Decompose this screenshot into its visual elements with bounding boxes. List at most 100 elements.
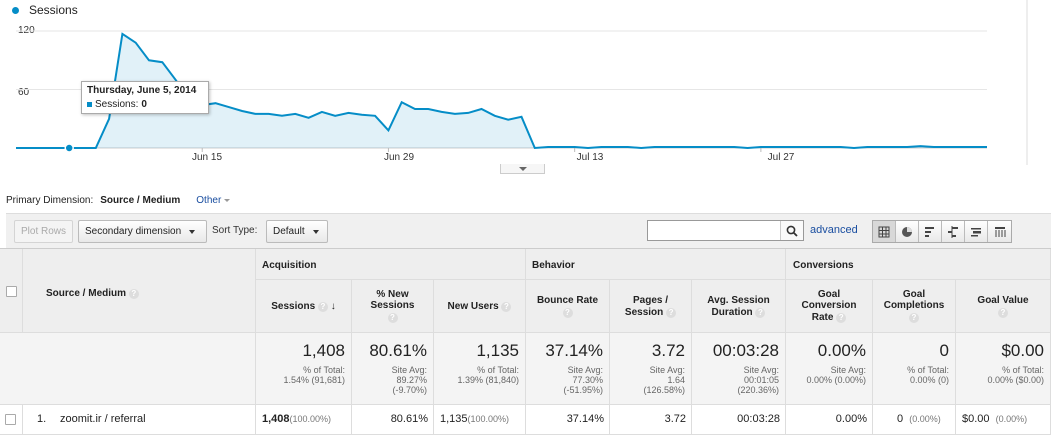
col-bounce-rate[interactable]: Bounce Rate?: [526, 280, 610, 333]
row-pages: 3.72: [664, 413, 686, 425]
row-new-users-cell: [434, 405, 526, 435]
pie-view-icon[interactable]: [896, 221, 919, 242]
table-search-input[interactable]: [647, 220, 804, 241]
totals-label-cell: [0, 333, 256, 405]
col-goal-value[interactable]: Goal Value?: [956, 280, 1051, 333]
chart-tooltip: Thursday, June 5, 2014 Sessions: 0: [81, 81, 209, 114]
total-bounce-rate: 37.14% Site Avg: 77.30% (-51.95%): [526, 333, 610, 405]
caret-down-icon: [189, 229, 196, 234]
row-index: 1.: [37, 413, 47, 425]
legend-label: Sessions: [29, 3, 78, 17]
row-checkbox-cell: [0, 405, 23, 435]
primary-dimension-bar: Primary Dimension: Source / Medium Other: [6, 195, 231, 206]
x-tick-label: Jun 15: [191, 152, 223, 163]
primary-dimension-selected[interactable]: Source / Medium: [100, 195, 181, 206]
plot-rows-button[interactable]: Plot Rows: [14, 220, 73, 243]
help-icon[interactable]: ?: [998, 307, 1008, 318]
total-goal-conversion-rate: 0.00% Site Avg: 0.00% (0.00%): [786, 333, 873, 405]
tooltip-value: 0: [141, 99, 147, 110]
primary-dimension-label: Primary Dimension:: [6, 195, 94, 206]
col-goal-completions[interactable]: Goal Completions?: [873, 280, 956, 333]
help-icon[interactable]: ?: [562, 307, 573, 318]
dim-header-cell: [23, 249, 256, 333]
row-new-users: 1,135(100.00%): [440, 413, 510, 425]
row-conv-cell: [786, 405, 873, 435]
comparison-view-icon[interactable]: [942, 221, 965, 242]
sort-type-dropdown[interactable]: Default: [266, 220, 328, 243]
highlighted-point: [64, 143, 74, 153]
sort-type-label: Sort Type:: [212, 225, 258, 236]
help-icon[interactable]: ?: [501, 302, 512, 312]
help-icon[interactable]: ?: [387, 313, 398, 323]
x-tick-label: Jul 13: [576, 152, 604, 163]
tooltip-label: Sessions:: [95, 99, 139, 110]
row-bounce-cell: [526, 405, 610, 435]
col-pages-session[interactable]: Pages / Session ?: [610, 280, 692, 333]
col-avg-duration[interactable]: Avg. Session Duration ?: [692, 280, 786, 333]
search-button[interactable]: [780, 221, 803, 240]
group-conversions: Conversions: [793, 260, 854, 271]
view-switcher: [872, 220, 1012, 243]
select-all-checkbox[interactable]: [6, 286, 17, 297]
tooltip-date: Thursday, June 5, 2014: [87, 85, 197, 96]
bar-view-icon[interactable]: [919, 221, 942, 242]
primary-dimension-other[interactable]: Other: [196, 195, 231, 206]
col-sessions[interactable]: Sessions ? ↓: [256, 280, 352, 333]
help-icon[interactable]: ?: [666, 307, 677, 318]
row-source-link[interactable]: zoomit.ir / referral: [60, 413, 146, 425]
row-duration: 00:03:28: [737, 413, 780, 425]
group-behavior: Behavior: [532, 260, 575, 271]
group-conversions-cell: [786, 249, 1051, 280]
row-sessions-cell: [256, 405, 352, 435]
total-new-users: 1,135% of Total: 1.39% (81,840): [434, 333, 526, 405]
table-view-icon[interactable]: [873, 221, 896, 242]
series-dot-icon: [12, 6, 19, 14]
sort-desc-icon: ↓: [330, 300, 336, 312]
chart-collapse-button[interactable]: [500, 164, 545, 174]
row-conv-rate: 0.00%: [835, 413, 867, 425]
chart-legend[interactable]: Sessions: [12, 2, 78, 18]
advanced-filter-link[interactable]: advanced: [810, 224, 858, 236]
total-avg-duration: 00:03:28 Site Avg: 00:01:05 (220.36%): [692, 333, 786, 405]
chevron-down-icon: [518, 166, 527, 171]
help-icon[interactable]: ?: [317, 302, 328, 312]
search-icon: [786, 225, 798, 237]
table-row: [23, 405, 256, 435]
col-new-sessions[interactable]: % New Sessions?: [352, 280, 434, 333]
row-bounce: 37.14%: [566, 413, 604, 425]
term-cloud-icon[interactable]: [965, 221, 988, 242]
row-pages-cell: [610, 405, 692, 435]
secondary-dimension-dropdown[interactable]: Secondary dimension: [78, 220, 207, 243]
dim-header[interactable]: Source / Medium ?: [46, 287, 139, 299]
y-tick-label: 60: [18, 87, 30, 98]
total-pages-session: 3.72 Site Avg: 1.64 (126.58%): [610, 333, 692, 405]
row-sessions: 1,408(100.00%): [262, 413, 332, 425]
col-goal-conversion-rate[interactable]: Goal Conversion Rate ?: [786, 280, 873, 333]
row-new-sessions: 80.61%: [390, 413, 428, 425]
total-new-sessions: 80.61% Site Avg: 89.27% (-9.70%): [352, 333, 434, 405]
help-icon[interactable]: ?: [909, 313, 919, 323]
group-acquisition: Acquisition: [262, 260, 317, 271]
group-behavior-cell: [526, 249, 786, 280]
total-goal-completions: 0% of Total: 0.00% (0): [873, 333, 956, 405]
row-completions: 0 (0.00%): [897, 413, 941, 425]
row-completions-cell: [873, 405, 956, 435]
total-goal-value: $0.00% of Total: 0.00% ($0.00): [956, 333, 1051, 405]
help-icon[interactable]: ?: [755, 307, 766, 318]
caret-down-icon: [312, 229, 319, 234]
help-icon[interactable]: ?: [836, 313, 847, 323]
row-checkbox[interactable]: [5, 414, 16, 425]
row-value: $0.00 (0.00%): [962, 413, 1028, 425]
table-toolbar: Plot Rows Secondary dimension Sort Type:…: [6, 213, 1051, 248]
series-area: [16, 33, 987, 148]
row-new-sessions-cell: [352, 405, 434, 435]
group-acquisition-cell: [256, 249, 526, 280]
data-table: Source / Medium ? Acquisition Behavior C…: [0, 248, 1051, 438]
caret-down-icon: [224, 198, 231, 202]
row-duration-cell: [692, 405, 786, 435]
col-new-users[interactable]: New Users ?: [434, 280, 526, 333]
series-swatch-icon: [87, 102, 92, 107]
x-tick-label: Jun 29: [383, 152, 415, 163]
pivot-view-icon[interactable]: [988, 221, 1011, 242]
help-icon[interactable]: ?: [128, 289, 139, 299]
